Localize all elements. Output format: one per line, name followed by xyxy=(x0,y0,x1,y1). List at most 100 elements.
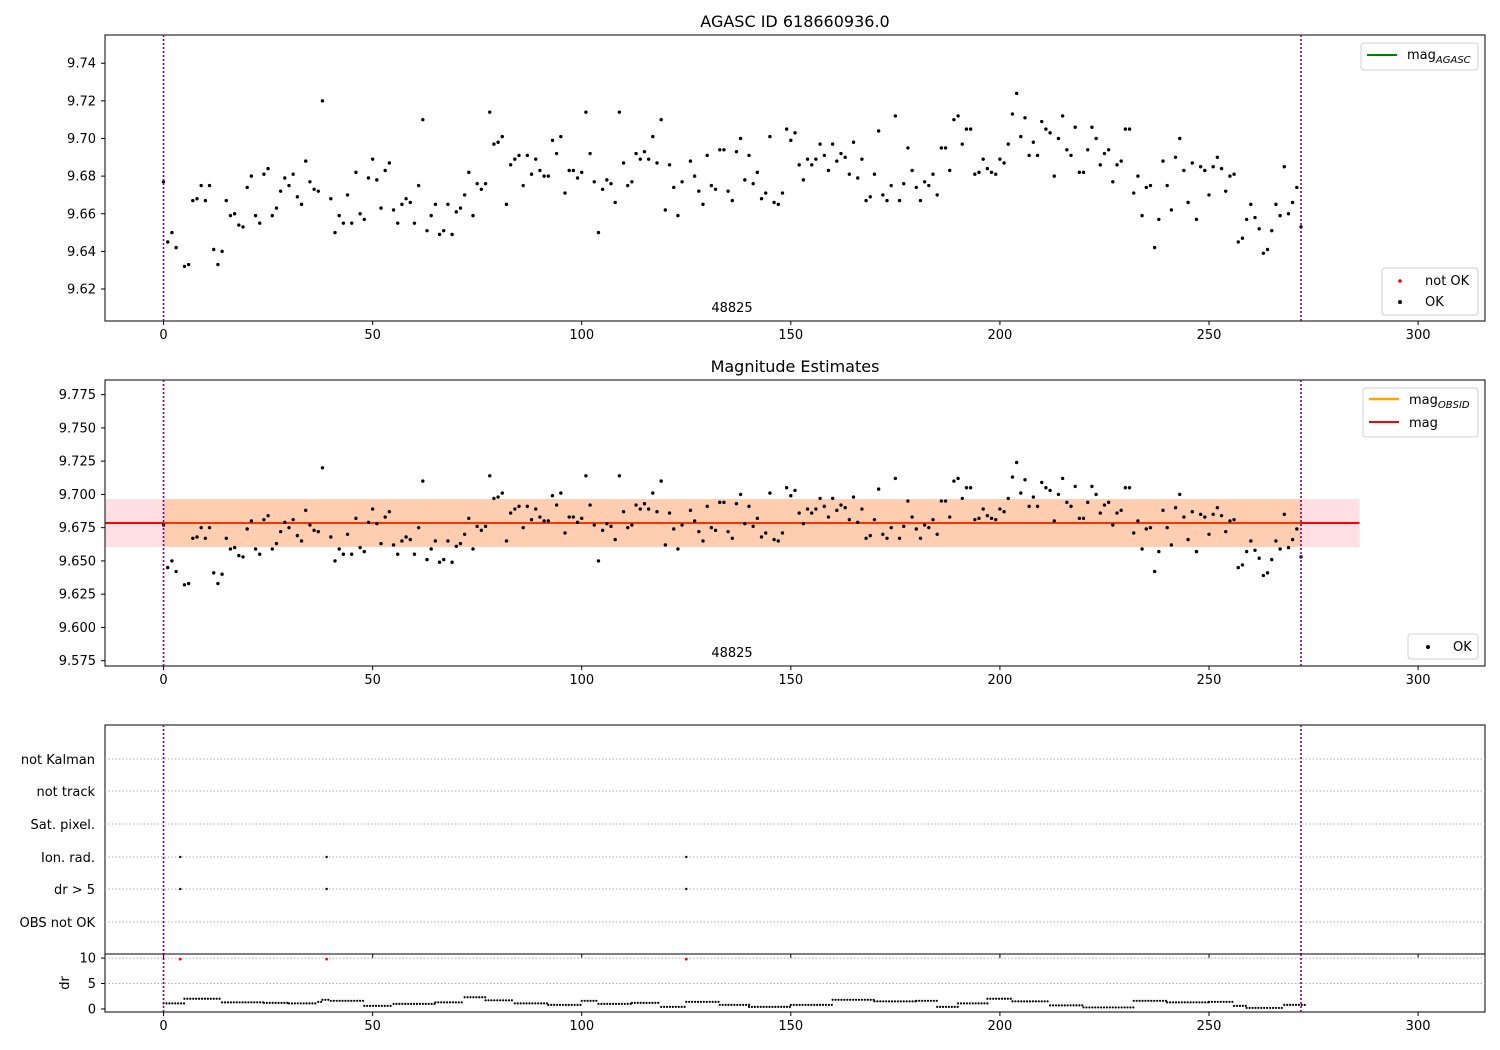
ok-data-point xyxy=(1077,170,1082,175)
ok-data-point xyxy=(1253,548,1257,552)
ok-data-point xyxy=(977,170,981,175)
ok-data-point xyxy=(1261,573,1266,578)
ok-data-point xyxy=(1031,140,1036,144)
y-tick-label: 9.62 xyxy=(67,283,96,298)
ok-data-point xyxy=(856,176,860,180)
ok-data-point xyxy=(1173,155,1178,160)
y-tick-label: 9.700 xyxy=(59,488,96,503)
ok-data-point xyxy=(600,187,605,191)
x-tick-label: 150 xyxy=(778,328,803,343)
dr-point xyxy=(274,1001,277,1004)
ok-data-point xyxy=(216,262,220,267)
ok-data-point xyxy=(910,515,914,519)
ok-data-point xyxy=(1123,127,1128,131)
ok-data-point xyxy=(291,172,295,176)
ok-data-point xyxy=(939,146,944,150)
ok-data-point xyxy=(1215,155,1220,160)
ok-data-point xyxy=(329,196,333,201)
ok-data-point xyxy=(1056,492,1061,497)
ok-data-point xyxy=(224,198,228,203)
ok-data-point xyxy=(860,157,864,161)
ok-data-point xyxy=(308,523,312,527)
ok-data-point xyxy=(174,569,178,574)
y-tick-label: 0 xyxy=(88,1002,96,1017)
ok-data-point xyxy=(538,168,542,173)
ok-data-point xyxy=(1081,170,1086,175)
ok-data-point xyxy=(492,142,496,146)
ok-data-point xyxy=(1006,142,1010,146)
ok-data-point xyxy=(479,528,484,533)
dr-point xyxy=(1081,1004,1084,1007)
ok-data-point xyxy=(1023,116,1027,120)
dr-point xyxy=(314,1002,317,1005)
ok-data-point xyxy=(404,535,408,539)
dr-point xyxy=(1294,1003,1298,1006)
dr-point xyxy=(810,1003,813,1006)
ok-data-point xyxy=(818,142,822,146)
dr-point xyxy=(597,1002,600,1005)
dr-point xyxy=(421,1002,424,1005)
ok-data-point xyxy=(1232,172,1236,176)
dr-point xyxy=(702,1000,705,1003)
x-tick-label: 300 xyxy=(1406,328,1431,343)
y-tick-label: 9.74 xyxy=(67,57,96,72)
ok-data-point xyxy=(596,559,601,563)
ok-data-point xyxy=(1257,556,1261,560)
dr-point xyxy=(504,999,508,1002)
dr-point xyxy=(1186,1001,1189,1004)
ok-data-point xyxy=(718,148,722,152)
ok-data-point xyxy=(542,174,546,178)
dr-point xyxy=(1063,1004,1066,1007)
ok-data-point xyxy=(237,553,241,558)
dr-point xyxy=(1097,1006,1100,1009)
ok-data-point xyxy=(471,213,475,218)
ok-data-point xyxy=(1299,225,1303,229)
ok-data-point xyxy=(705,153,709,158)
ok-data-point xyxy=(818,496,822,501)
dr-point xyxy=(583,999,586,1002)
dr-point xyxy=(902,1000,905,1003)
ok-data-point xyxy=(383,168,387,173)
ok-data-point xyxy=(1190,509,1194,514)
dr-point xyxy=(980,1002,983,1005)
ok-data-point xyxy=(170,230,174,235)
dr-point xyxy=(1238,1004,1242,1007)
ok-data-point xyxy=(994,172,998,176)
ok-data-point xyxy=(186,581,191,586)
dr-point xyxy=(1158,999,1162,1002)
ok-data-point xyxy=(1052,519,1056,523)
ok-data-point xyxy=(642,149,647,154)
x-tick-label: 300 xyxy=(1406,673,1431,688)
ok-data-point xyxy=(726,529,730,534)
dr-point xyxy=(478,996,481,999)
dr-point xyxy=(1303,1003,1306,1006)
dr-point xyxy=(840,998,843,1001)
ok-data-point xyxy=(421,479,425,483)
legend-box xyxy=(1362,387,1479,438)
ok-data-point xyxy=(1211,165,1215,169)
ok-data-point xyxy=(956,476,960,481)
dr-point xyxy=(534,1002,537,1005)
dr-point xyxy=(592,999,595,1002)
ok-data-point xyxy=(839,151,843,156)
dr-point xyxy=(287,1002,291,1005)
ok-data-point xyxy=(872,172,877,176)
ok-data-point xyxy=(998,157,1002,161)
dr-point xyxy=(1014,1000,1017,1003)
ok-data-point xyxy=(186,262,191,267)
ok-data-point xyxy=(416,525,421,530)
ok-data-point xyxy=(977,516,981,521)
x-tick-label: 100 xyxy=(569,328,594,343)
ok-data-point xyxy=(613,200,617,205)
dr-point xyxy=(863,998,866,1001)
dr-point xyxy=(280,1001,283,1004)
dr-point xyxy=(718,1003,721,1006)
dr-point xyxy=(1277,1006,1280,1010)
dr-point xyxy=(876,1000,879,1003)
ok-data-point xyxy=(617,110,622,114)
ok-data-point xyxy=(575,176,580,180)
ok-data-point xyxy=(1111,180,1115,184)
ok-data-point xyxy=(843,155,847,160)
ok-data-point xyxy=(195,535,199,539)
flag-marker xyxy=(325,855,328,859)
